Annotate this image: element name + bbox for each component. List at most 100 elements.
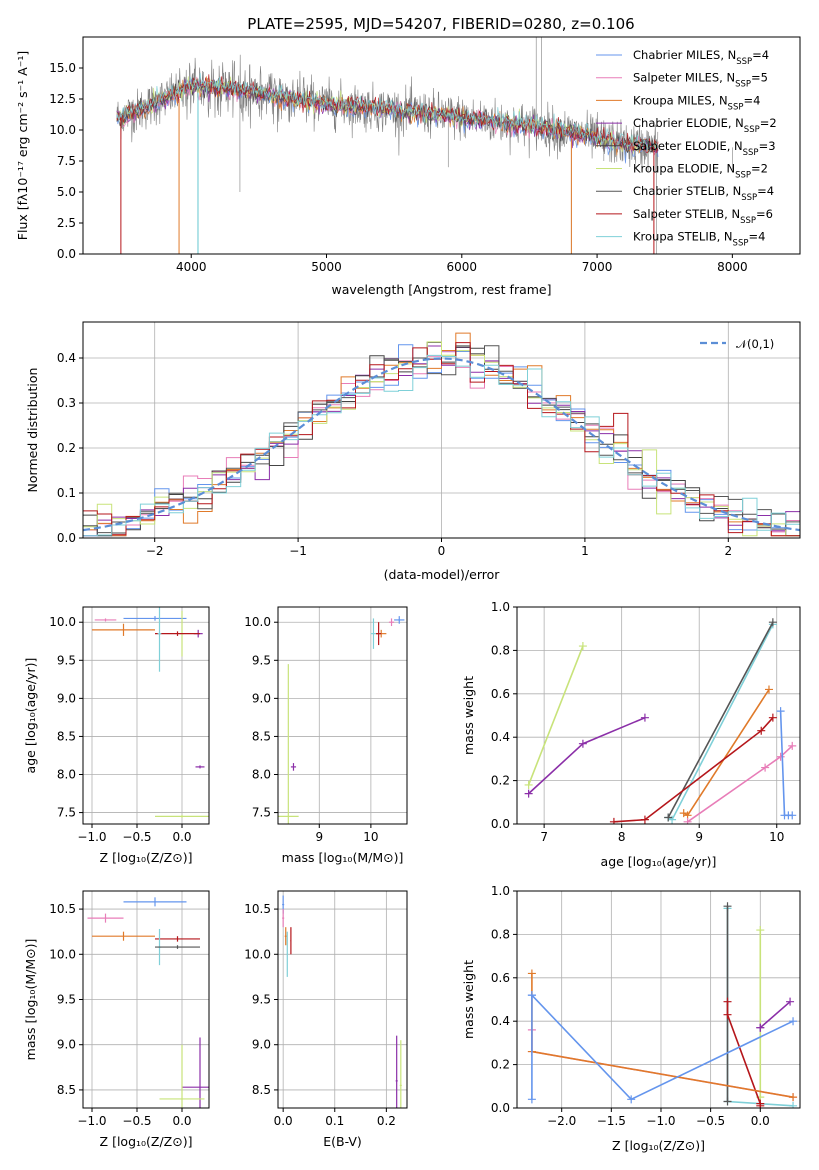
plot-area — [87, 897, 209, 1108]
x-tick-label: 10 — [363, 830, 378, 844]
mass-weight-line-kroupa_elodie — [527, 645, 584, 786]
mass-weight-marker — [609, 817, 618, 824]
mass-weight-marker — [723, 1097, 732, 1106]
histogram-kroupa_stelib — [83, 354, 800, 537]
y-tick-label: 1.0 — [491, 600, 510, 614]
legend-entry: 𝒩(0,1) — [736, 337, 774, 351]
y-tick-label: 0.2 — [57, 441, 76, 455]
x-tick-label: −0.5 — [122, 830, 151, 844]
mass-vs-ebv-panel: 0.0 0.1 0.2 8.5 9.0 9.5 10.0 10.5 E(B-V) — [244, 890, 408, 1149]
axes-frame — [82, 606, 210, 825]
mass-weight-marker — [789, 1101, 798, 1108]
y-axis-label: mass weight — [461, 676, 476, 755]
mass-weight-marker — [524, 789, 533, 798]
y-tick-label: 9.5 — [252, 993, 271, 1007]
y-tick-label: 7.5 — [57, 806, 76, 820]
legend-entry: Salpeter MILES, NSSP=5 — [633, 71, 768, 90]
legend-value: =4 — [757, 184, 774, 198]
mass-weight-marker — [578, 642, 587, 651]
y-tick-label: 0.4 — [491, 1014, 510, 1028]
axes-frame — [82, 890, 210, 1109]
y-axis-label: mass [log₁₀(M/M⊙)] — [23, 939, 38, 1061]
axes-frame — [82, 321, 801, 539]
mass-vs-metallicity-panel: −1.0 −0.5 0.0 8.5 9.0 9.5 10.0 10.5 Z [log₁₀(Z/Z… — [23, 890, 210, 1149]
age-vs-mass-panel: 9 10 7.5 8.0 8.5 9.0 9.5 10.0 mass [log₁₀(M/M⊙)] — [244, 606, 408, 865]
x-tick-label: 4000 — [176, 260, 207, 274]
y-tick-label: 10.0 — [49, 947, 76, 961]
y-tick-label: 0.0 — [57, 247, 76, 261]
y-tick-label: 0.6 — [491, 971, 510, 985]
x-tick-label: 1 — [581, 544, 589, 558]
legend-value: =3 — [759, 139, 776, 153]
x-tick-label: 0 — [438, 544, 446, 558]
y-axis-label: Normed distribution — [25, 368, 40, 493]
x-tick-label: −2.0 — [547, 1114, 576, 1128]
x-tick-label: 0.0 — [172, 830, 191, 844]
legend-subscript: SSP — [741, 193, 757, 203]
y-tick-label: 0.2 — [491, 1058, 510, 1072]
mass-weight-marker — [756, 1023, 765, 1032]
legend-subscript: SSP — [735, 171, 751, 181]
y-tick-label: 10.5 — [244, 902, 271, 916]
x-axis-label: age [log₁₀(age/yr)] — [601, 854, 717, 869]
y-axis-label: age [log₁₀(age/yr)] — [23, 658, 38, 774]
y-tick-label: 0.3 — [57, 396, 76, 410]
x-tick-label: 7000 — [582, 260, 613, 274]
y-tick-label: 8.0 — [252, 768, 271, 782]
x-axis-label: Z [log₁₀(Z/Z⊙)] — [100, 1134, 193, 1149]
histogram-chabrier_stelib — [83, 345, 800, 534]
mass-weight-marker — [788, 811, 797, 820]
y-tick-label: 8.5 — [57, 1083, 76, 1097]
mass-weight-marker — [527, 991, 536, 1000]
legend-entry: Chabrier ELODIE, NSSP=2 — [633, 116, 777, 135]
x-tick-label: −1.0 — [77, 1114, 106, 1128]
legend-value: =4 — [752, 48, 769, 62]
normal-curve-line — [83, 357, 800, 532]
y-tick-label: 0.2 — [491, 774, 510, 788]
y-tick-label: 1.0 — [491, 884, 510, 898]
x-tick-label: 8000 — [717, 260, 748, 274]
y-tick-label: 0.8 — [491, 643, 510, 657]
y-tick-label: 10.5 — [49, 902, 76, 916]
y-tick-label: 9.0 — [252, 691, 271, 705]
mass-weight-marker — [723, 997, 732, 1006]
mass-weight-marker — [788, 741, 797, 750]
mass-weight-marker — [761, 763, 770, 772]
y-tick-label: 12.5 — [49, 92, 76, 106]
residual-panel: −2 −1 0 1 2 0.0 0.1 0.2 0.3 0.4 (data-model)/error… — [25, 321, 801, 582]
mass-weight-line-chabrier_elodie — [759, 1001, 791, 1029]
mass-weight-line-chabrier_miles — [779, 711, 793, 817]
mass-weight-marker — [756, 1101, 765, 1108]
figure-title: PLATE=2595, MJD=54207, FIBERID=0280, z=0… — [247, 15, 634, 33]
mass-weight-marker — [527, 1095, 536, 1104]
mass-weight-marker — [756, 926, 765, 935]
x-tick-label: 6000 — [447, 260, 478, 274]
mass-weight-marker — [640, 713, 649, 722]
mass-weight-line-chabrier_stelib — [667, 621, 774, 818]
x-tick-label: 0.1 — [325, 1114, 344, 1128]
legend-subscript: SSP — [735, 80, 751, 90]
plot-area — [92, 607, 209, 818]
axes-frame — [277, 890, 408, 1109]
legend-subscript: SSP — [744, 125, 760, 135]
axes-frame — [516, 606, 801, 825]
plot-area — [282, 895, 402, 1108]
y-axis-label: mass weight — [461, 960, 476, 1039]
massweight-vs-age-panel: 7 8 9 10 0.0 0.2 0.4 0.6 0.8 1.0 age [log₁₀(age/yr… — [461, 600, 801, 869]
y-tick-label: 8.5 — [252, 1083, 271, 1097]
model-spectrum-kroupa_stelib — [116, 72, 659, 152]
mass-weight-marker — [664, 813, 673, 822]
mass-weight-marker — [640, 815, 649, 824]
y-tick-label: 0.6 — [491, 687, 510, 701]
y-tick-label: 7.5 — [57, 154, 76, 168]
x-tick-label: 9 — [695, 830, 703, 844]
mass-weight-marker — [789, 1093, 798, 1102]
y-tick-label: 0.8 — [491, 927, 510, 941]
y-tick-label: 9.5 — [252, 653, 271, 667]
legend-subscript: SSP — [733, 239, 749, 249]
mass-weight-marker — [776, 707, 785, 716]
y-tick-label: 10.0 — [49, 615, 76, 629]
model-spectrum-salpeter_stelib — [116, 74, 659, 154]
x-tick-label: −1 — [289, 544, 307, 558]
